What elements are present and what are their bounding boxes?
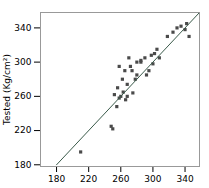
svg-text:180: 180 <box>14 160 31 170</box>
svg-text:340: 340 <box>176 174 193 184</box>
svg-text:260: 260 <box>112 174 129 184</box>
svg-text:260: 260 <box>14 91 31 101</box>
svg-text:220: 220 <box>80 174 97 184</box>
svg-text:300: 300 <box>144 174 161 184</box>
svg-text:300: 300 <box>14 57 31 67</box>
svg-text:180: 180 <box>48 174 65 184</box>
svg-text:220: 220 <box>14 125 31 135</box>
svg-text:340: 340 <box>14 23 31 33</box>
svg-text:Tested (Kg/cm²): Tested (Kg/cm²) <box>2 54 12 126</box>
